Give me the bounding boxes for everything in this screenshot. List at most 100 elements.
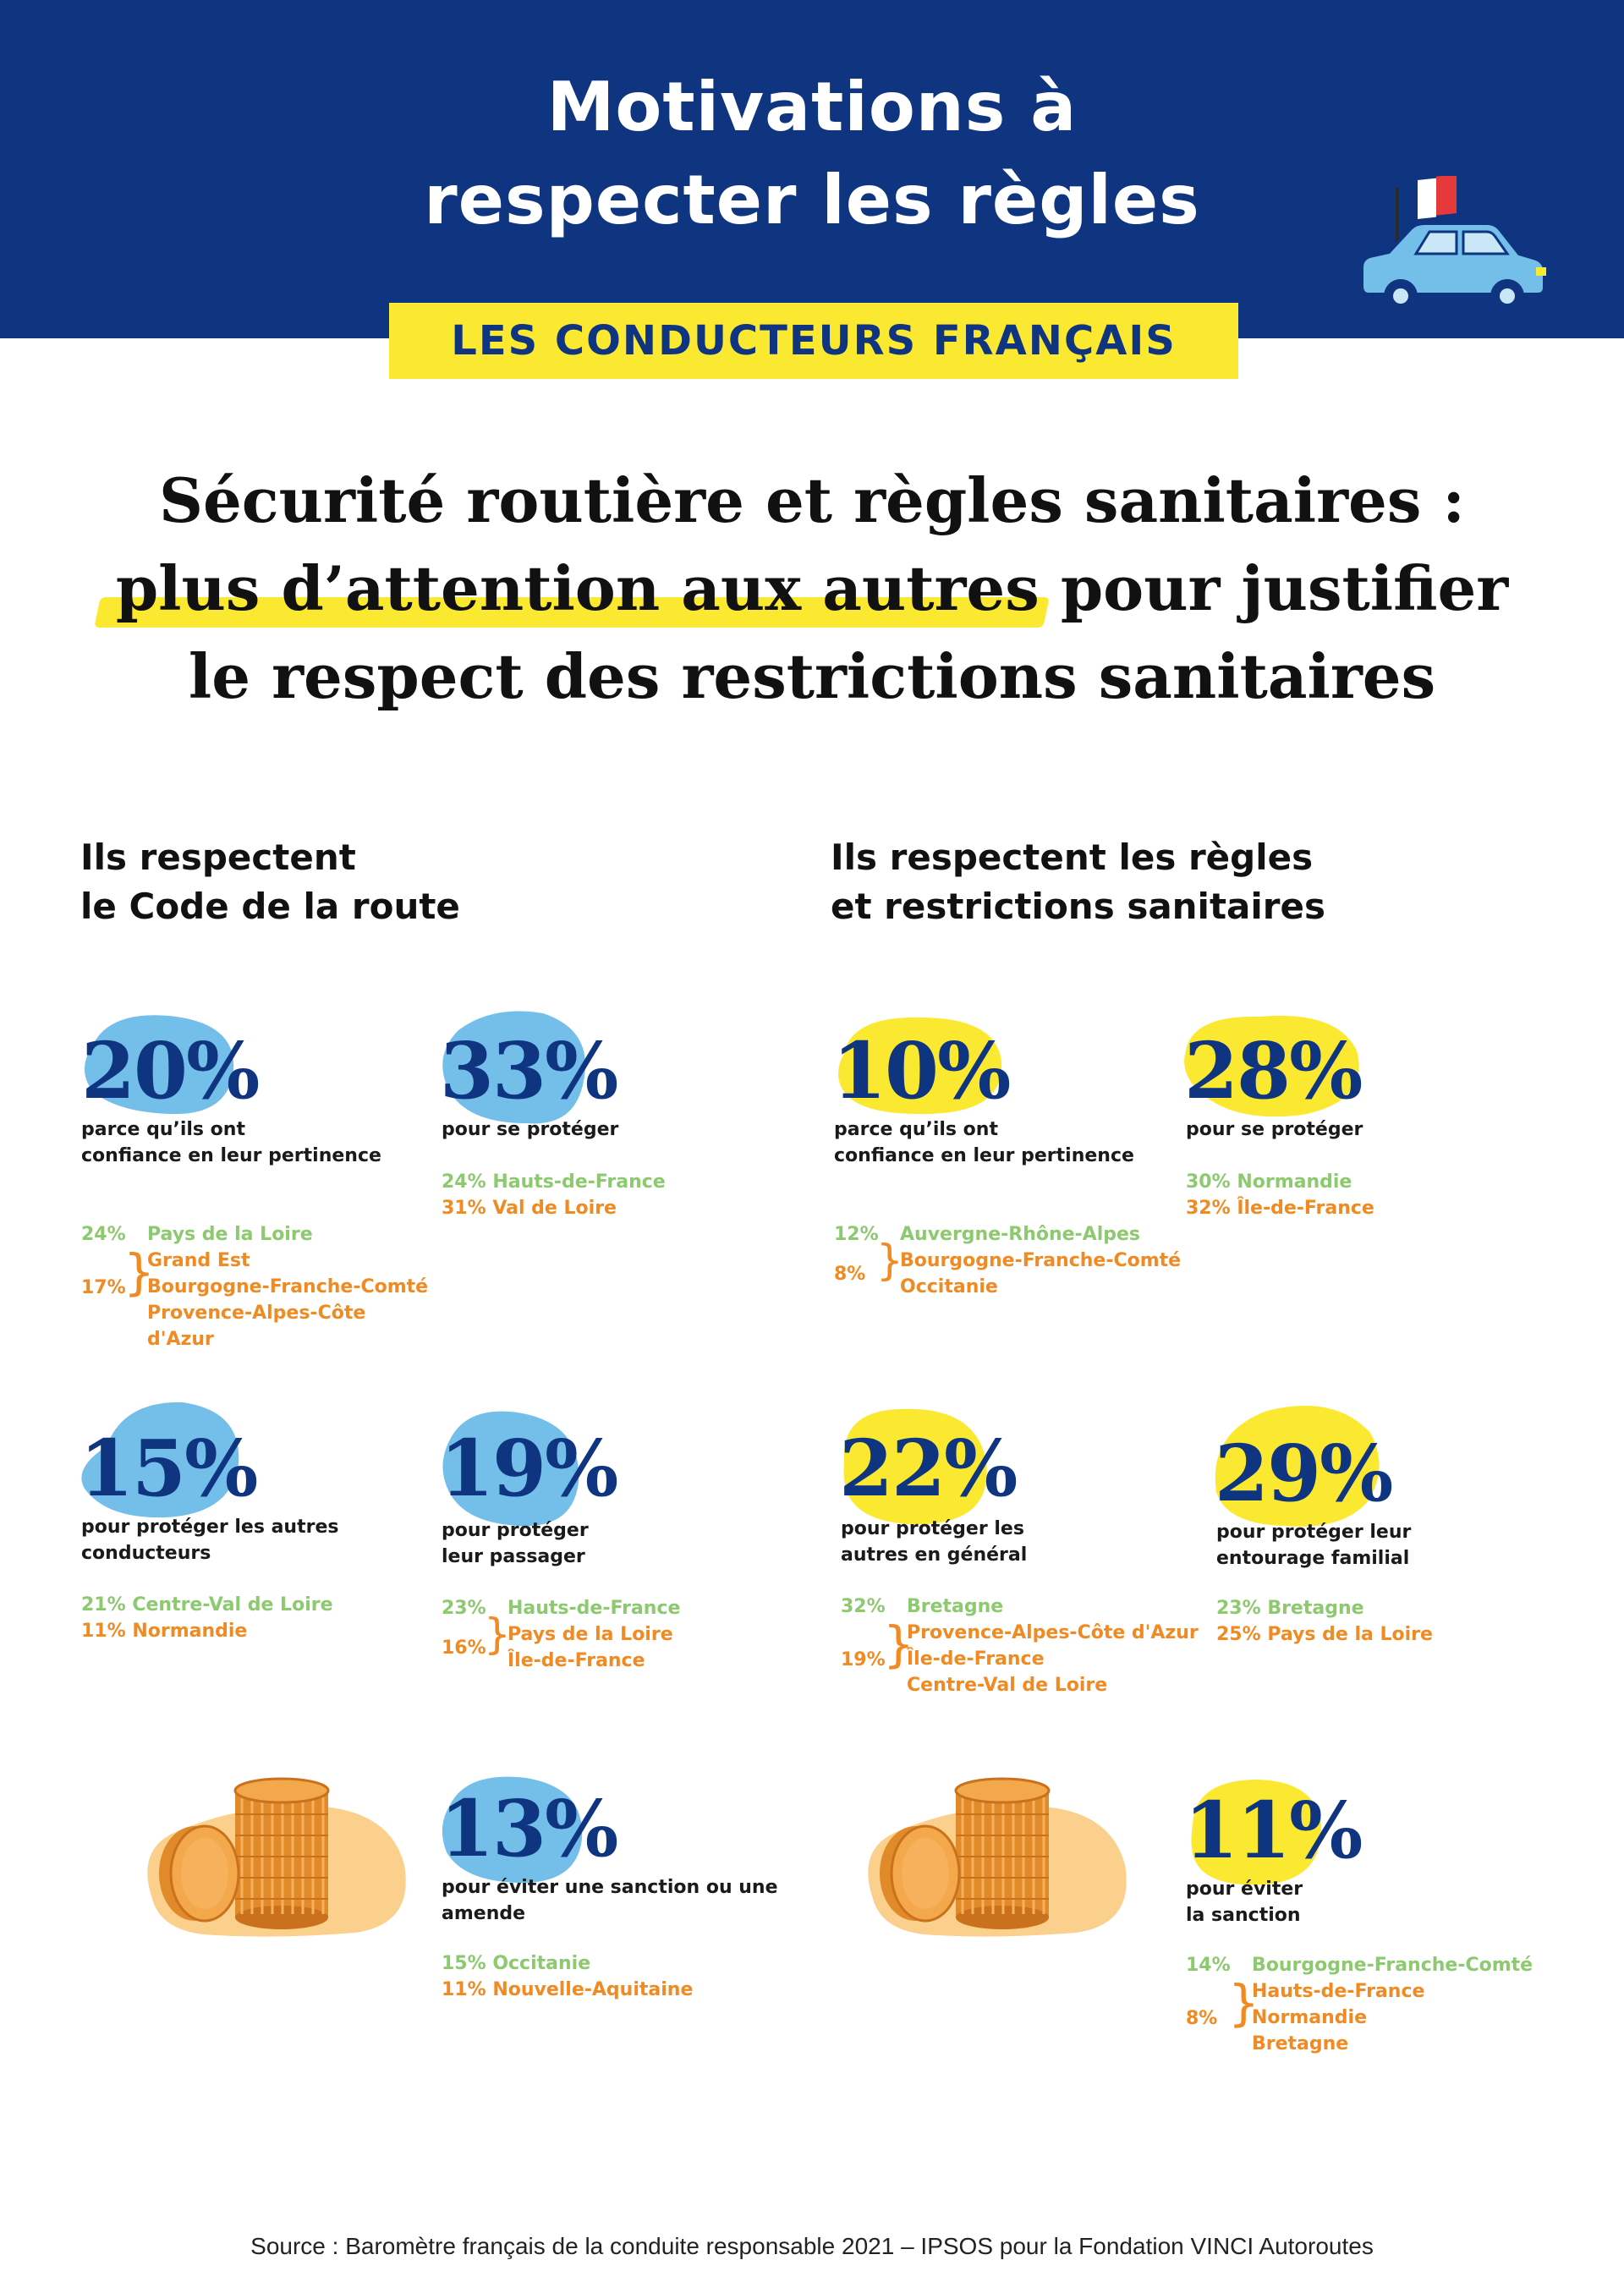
region-line: 25% Pays de la Loire [1216, 1624, 1433, 1645]
region-breakdown: 23% Bretagne 25% Pays de la Loire [1216, 1595, 1555, 1648]
stat-blob [838, 1017, 1002, 1115]
region-breakdown: 14% Bourgogne-Franche-Comté 8% } Hauts-de… [1186, 1952, 1558, 2057]
region-value: 24% [81, 1224, 126, 1245]
desc-line: pour éviter [1186, 1879, 1303, 1900]
region-value: 12% [834, 1224, 879, 1245]
stat-description: pour protéger les autres conducteurs [81, 1514, 420, 1566]
desc-line: conducteurs [81, 1543, 211, 1564]
title-line-1: Motivations à [546, 68, 1078, 146]
stat-percentage: 33% [440, 1025, 618, 1116]
page-title: Motivations à respecter les règles [0, 61, 1624, 247]
region-name: Auvergne-Rhône-Alpes [900, 1224, 1141, 1245]
stat-percentage: 19% [440, 1423, 618, 1514]
source-note: Source : Baromètre français de la condui… [250, 2233, 1374, 2259]
stat-description: pour éviter la sanction [1186, 1876, 1524, 1928]
region-breakdown: 24% Hauts-de-France 31% Val de Loire [442, 1169, 780, 1221]
region-breakdown: 21% Centre-Val de Loire 11% Normandie [81, 1592, 420, 1644]
region-value: 23% [442, 1598, 486, 1619]
region-name: Centre-Val de Loire [907, 1675, 1108, 1696]
stat-description: pour se protéger [442, 1119, 619, 1140]
stat-blob [442, 1011, 585, 1124]
stat-percentage: 28% [1184, 1025, 1363, 1116]
region-breakdown: 15% Occitanie 11% Nouvelle-Aquitaine [442, 1950, 780, 2003]
region-line: 11% Nouvelle-Aquitaine [442, 1979, 694, 2000]
headline-highlight: plus d’attention aux autres [116, 545, 1040, 633]
desc-line: pour éviter une sanction ou une [442, 1877, 778, 1898]
stat-percentage: 20% [81, 1025, 260, 1116]
region-name: Île-de-France [907, 1648, 1045, 1670]
headline-line-2: plus d’attention aux autres pour justifi… [0, 545, 1624, 633]
headline-line-2-rest: pour justifier [1039, 552, 1509, 624]
region-line: 32% Île-de-France [1186, 1198, 1374, 1219]
desc-line: parce qu’ils ont [834, 1119, 998, 1140]
desc-line: parce qu’ils ont [81, 1119, 245, 1140]
car-with-flag-icon [1360, 176, 1546, 313]
region-name: Bourgogne-Franche-Comté [1252, 1955, 1533, 1976]
section-heading-line-1: Ils respectent [80, 837, 356, 878]
stat-percentage: 29% [1215, 1428, 1393, 1519]
desc-line: autres en général [841, 1544, 1028, 1566]
region-name: Provence-Alpes-Côte d'Azur [907, 1622, 1199, 1643]
region-name: Bretagne [1252, 2033, 1349, 2054]
region-line: 24% Hauts-de-France [442, 1171, 666, 1193]
region-value: 17% [81, 1277, 126, 1298]
brace-icon: } [484, 1610, 511, 1659]
title-line-2: respecter les règles [424, 161, 1200, 239]
brace-icon: } [876, 1236, 903, 1285]
coin-stack-icon [147, 1777, 406, 1937]
region-name: Pays de la Loire [147, 1224, 313, 1245]
headline-line-3: le respect des restrictions sanitaires [188, 640, 1436, 712]
stat-percentage: 22% [839, 1423, 1018, 1514]
headline-line-1: Sécurité routière et règles sanitaires : [159, 464, 1465, 536]
region-name: Provence-Alpes-Côte d'Azur [147, 1303, 366, 1350]
headline: Sécurité routière et règles sanitaires :… [0, 457, 1624, 721]
region-line: 11% Normandie [81, 1621, 248, 1642]
desc-line: pour protéger leur [1216, 1522, 1412, 1543]
region-name: Normandie [1252, 2007, 1368, 2028]
region-name: Bourgogne-Franche-Comté [900, 1250, 1182, 1271]
region-value: 14% [1186, 1955, 1231, 1976]
stat-percentage: 15% [80, 1423, 258, 1514]
stat-description: pour protéger leur passager [442, 1517, 780, 1570]
region-breakdown: 24% Pays de la Loire 17% } Grand Est Bour… [81, 1221, 436, 1350]
coin-stack-icon [868, 1777, 1127, 1937]
region-name: Hauts-de-France [1252, 1981, 1425, 2002]
region-name: Bretagne [907, 1596, 1004, 1617]
stat-percentage: 11% [1184, 1785, 1363, 1876]
stat-description: pour protéger les autres en général [841, 1516, 1179, 1568]
desc-line: amende [442, 1903, 526, 1924]
region-name: Bourgogne-Franche-Comté [147, 1276, 429, 1297]
desc-line: leur passager [442, 1546, 585, 1567]
desc-line: confiance en leur pertinence [81, 1145, 381, 1166]
region-name: Occitanie [900, 1276, 998, 1297]
subtitle-badge: LES CONDUCTEURS FRANÇAIS [389, 303, 1238, 379]
stat-blob [1184, 1015, 1359, 1117]
desc-line: pour protéger [442, 1520, 589, 1541]
region-line: 23% Bretagne [1216, 1598, 1364, 1619]
stat-blob [85, 1015, 234, 1115]
stat-blob [442, 1776, 583, 1884]
desc-line: pour protéger les autres [81, 1517, 339, 1538]
region-breakdown: 32% Bretagne 19% } Provence-Alpes-Côte d'… [841, 1594, 1213, 1698]
region-breakdown: 23% Hauts-de-France 16% } Pays de la Loir… [442, 1595, 797, 1674]
region-line: 15% Occitanie [442, 1953, 591, 1974]
stat-description: pour protéger leur entourage familial [1216, 1519, 1555, 1572]
stat-blob [1191, 1780, 1322, 1885]
section-heading-sanitary: Ils respectent les règles et restriction… [829, 833, 1482, 931]
header-banner [0, 0, 1624, 338]
region-value: 16% [442, 1637, 486, 1659]
section-heading-line-2: et restrictions sanitaires [831, 886, 1325, 927]
region-value: 19% [841, 1649, 886, 1670]
stat-blob [1215, 1405, 1380, 1527]
region-breakdown: 30% Normandie 32% Île-de-France [1186, 1169, 1524, 1221]
region-line: 31% Val de Loire [442, 1198, 617, 1219]
section-heading-line-1: Ils respectent les règles [831, 837, 1314, 878]
desc-line: pour protéger les [841, 1518, 1024, 1539]
section-heading-line-2: le Code de la route [80, 886, 460, 927]
stat-description: parce qu’ils ont confiance en leur perti… [81, 1116, 420, 1169]
stat-description: pour éviter une sanction ou une amende [442, 1874, 797, 1927]
stat-percentage: 13% [440, 1783, 618, 1874]
region-line: 30% Normandie [1186, 1171, 1352, 1193]
region-name: Île-de-France [508, 1650, 645, 1671]
stat-blob [81, 1402, 239, 1518]
